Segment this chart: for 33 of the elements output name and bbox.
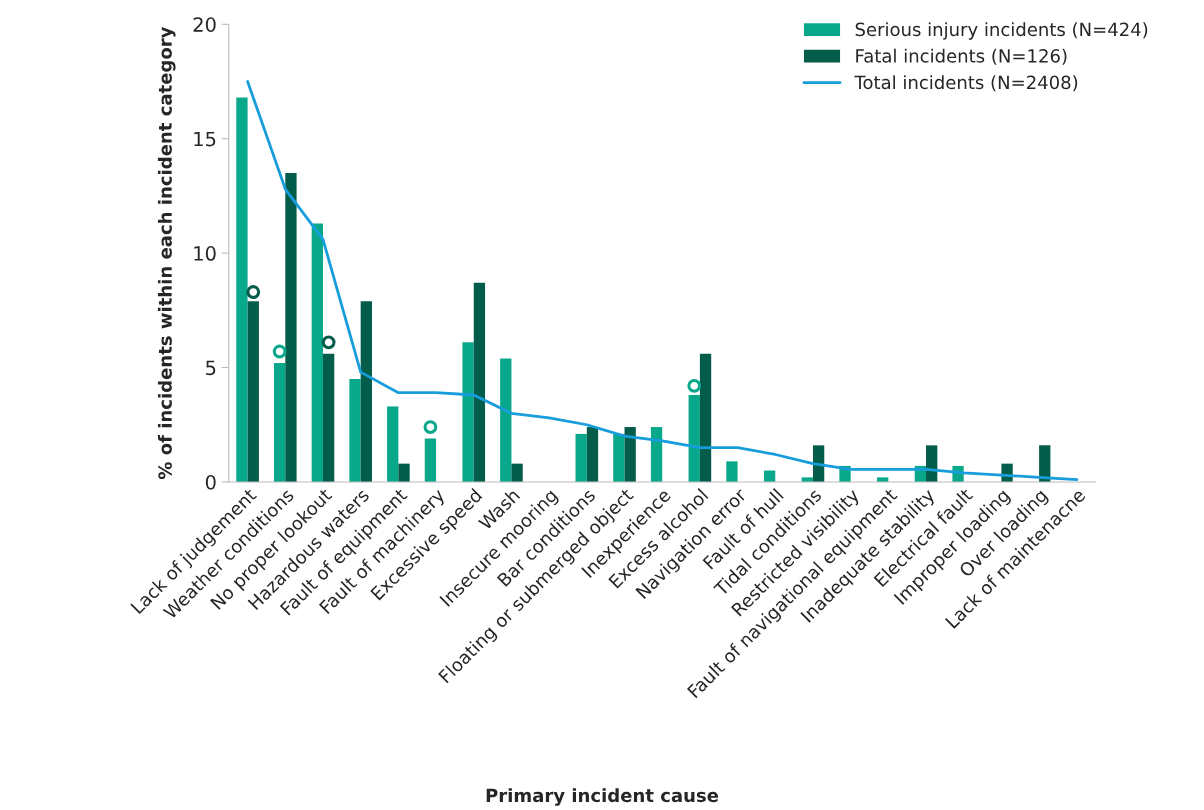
bar bbox=[462, 342, 474, 482]
bar bbox=[688, 395, 700, 482]
bar bbox=[699, 353, 712, 482]
bar bbox=[586, 427, 599, 482]
y-axis-title: % of incidents within each incident category bbox=[157, 26, 176, 480]
legend-label: Serious injury incidents (N=424) bbox=[855, 22, 1148, 40]
bar bbox=[322, 353, 335, 482]
y-tick-label: 5 bbox=[206, 360, 216, 376]
bar bbox=[613, 433, 625, 482]
bar bbox=[624, 427, 636, 482]
bar bbox=[387, 406, 399, 482]
bar bbox=[511, 463, 523, 482]
bar bbox=[236, 97, 248, 482]
bar bbox=[424, 438, 437, 482]
bar bbox=[473, 282, 486, 482]
bar bbox=[500, 358, 512, 482]
bar bbox=[349, 378, 361, 482]
legend-label: Total incidents (N=2408) bbox=[854, 75, 1078, 92]
bar bbox=[575, 433, 587, 482]
y-tick-label: 10 bbox=[194, 246, 216, 261]
bar bbox=[398, 463, 410, 482]
bar bbox=[650, 427, 663, 482]
bar bbox=[273, 362, 286, 482]
y-tick-label: 15 bbox=[194, 131, 216, 147]
bar bbox=[285, 173, 297, 482]
bar bbox=[247, 301, 259, 482]
y-tick-label: 20 bbox=[193, 17, 216, 32]
bar bbox=[311, 223, 323, 482]
y-tick-label: 0 bbox=[205, 474, 216, 490]
bar bbox=[360, 301, 372, 482]
x-axis-title: Primary incident cause bbox=[486, 788, 719, 806]
bar bbox=[726, 461, 738, 482]
legend-label: Fatal incidents (N=126) bbox=[856, 48, 1067, 65]
